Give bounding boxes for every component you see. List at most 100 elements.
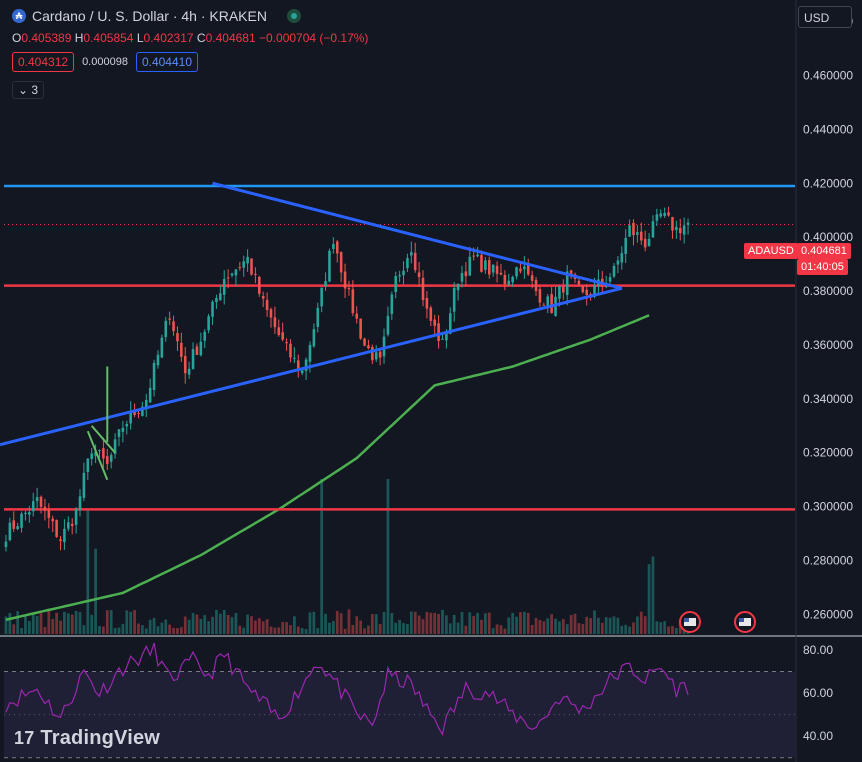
volume-bar — [370, 614, 374, 634]
volume-bar — [172, 627, 175, 634]
candle-body — [55, 519, 58, 537]
candle-body — [215, 297, 218, 303]
volume-bar — [148, 619, 152, 634]
price-tick-label: 0.400000 — [803, 230, 853, 244]
symbol-title[interactable]: ₳ Cardano / U. S. Dollar · 4h · KRAKEN — [12, 8, 301, 24]
candle-body — [682, 225, 686, 235]
ask-price-button[interactable]: 0.404410 — [135, 52, 199, 72]
volume-bar — [238, 625, 242, 634]
volume-bar — [651, 556, 655, 634]
candle-body — [410, 252, 413, 256]
currency-select[interactable]: USD — [798, 6, 852, 28]
volume-bar — [113, 627, 117, 634]
volume-bar — [86, 510, 90, 634]
volume-bar — [43, 626, 47, 634]
volume-bar — [207, 621, 210, 634]
candle-body — [632, 222, 635, 236]
candle-body — [195, 346, 199, 355]
volume-bar — [417, 615, 421, 634]
candle-body — [191, 349, 195, 370]
volume-bar — [655, 621, 659, 634]
candle-body — [300, 370, 304, 374]
volume-bar — [254, 620, 257, 634]
candle-body — [686, 222, 690, 225]
candle-body — [63, 528, 66, 543]
volume-bar — [522, 611, 526, 634]
candle-body — [203, 331, 207, 341]
candle-body — [109, 454, 113, 462]
volume-bar — [413, 611, 417, 634]
candle-body — [651, 221, 655, 238]
quote-boxes: 0.404312 0.000098 0.404410 — [12, 52, 199, 72]
volume-bar — [109, 610, 113, 634]
volume-bar — [460, 611, 464, 634]
volume-bar — [421, 619, 425, 634]
bid-price-button[interactable]: 0.404312 — [12, 52, 75, 72]
candle-body — [402, 270, 405, 276]
volume-bar — [347, 609, 351, 634]
candle-body — [464, 271, 468, 277]
volume-bar — [70, 614, 74, 634]
volume-bar — [343, 628, 347, 634]
volume-bar — [98, 625, 101, 634]
volume-bar — [82, 625, 86, 634]
volume-bar — [35, 615, 39, 634]
volume-bar — [257, 618, 261, 634]
candle-body — [636, 232, 639, 235]
candle-body — [351, 289, 355, 314]
volume-bar — [324, 613, 327, 634]
ohlc-legend: O0.405389 H0.405854 L0.402317 C0.404681 … — [12, 31, 369, 45]
candle-body — [425, 298, 429, 309]
volume-bar — [156, 626, 160, 634]
candle-body — [172, 321, 175, 332]
candle-body — [417, 272, 421, 278]
candle-body — [187, 368, 191, 375]
indicators-toggle-button[interactable]: ⌄ 3 — [12, 81, 45, 99]
candle-body — [647, 238, 651, 247]
candle-body — [550, 294, 553, 314]
volume-bar — [63, 611, 66, 634]
candle-body — [460, 273, 464, 282]
us-flag-icon — [684, 618, 696, 626]
cardano-coin-icon: ₳ — [12, 9, 26, 23]
volume-bar — [187, 619, 191, 634]
volume-bar — [94, 548, 97, 634]
volume-bar — [195, 614, 199, 634]
volume-bar — [671, 625, 674, 634]
volume-bar — [152, 617, 156, 634]
candle-body — [335, 241, 339, 254]
price-tick-label: 0.440000 — [803, 122, 853, 136]
candle-body — [254, 273, 257, 276]
volume-bar — [441, 609, 444, 634]
volume-bar — [144, 628, 148, 634]
volume-bar — [569, 615, 573, 634]
volume-bar — [277, 627, 281, 634]
volume-bar — [296, 626, 300, 634]
candle-body — [129, 411, 132, 424]
volume-bar — [600, 622, 604, 634]
volume-bar — [437, 613, 440, 634]
volume-bar — [507, 617, 511, 634]
volume-bar — [117, 627, 121, 634]
volume-bar — [519, 612, 522, 634]
volume-bar — [632, 622, 635, 634]
candle-body — [78, 496, 82, 511]
chevron-down-icon: ⌄ — [18, 83, 29, 97]
candle-body — [499, 272, 503, 275]
candle-body — [156, 354, 160, 366]
candle-body — [258, 276, 261, 294]
candle-body — [577, 280, 581, 285]
candle-body — [558, 286, 561, 299]
candle-body — [480, 254, 483, 272]
tradingview-logo[interactable]: 17 TradingView — [14, 727, 160, 750]
candle-body — [363, 338, 366, 346]
volume-bar — [526, 612, 530, 634]
volume-bar — [550, 614, 553, 634]
candle-body — [222, 279, 226, 295]
candle-body — [452, 288, 456, 312]
volume-bar — [51, 619, 55, 634]
candle-body — [515, 267, 518, 277]
candle-body — [624, 237, 627, 254]
candle-body — [562, 286, 565, 293]
